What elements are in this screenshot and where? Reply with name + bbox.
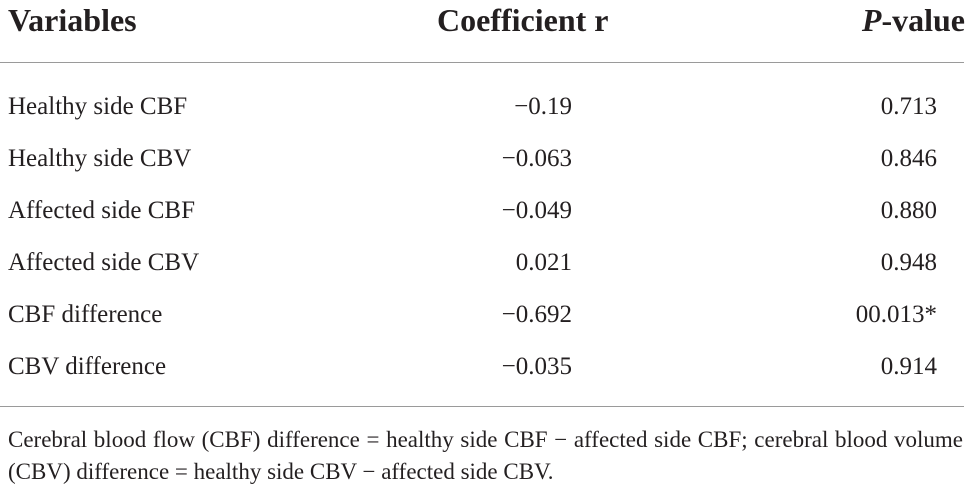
cell-pvalue: 0.880 bbox=[880, 197, 937, 224]
header-pvalue: P-value bbox=[862, 2, 965, 39]
table-row: Affected side CBF −0.049 0.880 bbox=[0, 191, 971, 231]
cell-variable: Affected side CBV bbox=[8, 249, 200, 276]
cell-pvalue: 0.713 bbox=[880, 93, 937, 120]
header-pvalue-rest: -value bbox=[881, 2, 965, 38]
cell-pvalue: 0.846 bbox=[880, 145, 937, 172]
cell-variable: Healthy side CBV bbox=[8, 145, 192, 172]
header-variables: Variables bbox=[8, 2, 137, 38]
cell-pvalue: 0.948 bbox=[880, 249, 937, 276]
table-row: CBV difference −0.035 0.914 bbox=[0, 347, 971, 387]
header-coefficient: Coefficient r bbox=[437, 2, 609, 38]
cell-variable: Healthy side CBF bbox=[8, 93, 188, 120]
table-row: Healthy side CBF −0.19 0.713 bbox=[0, 87, 971, 127]
cell-coefficient: 0.021 bbox=[515, 249, 572, 276]
table-row: CBF difference −0.692 00.013* bbox=[0, 295, 971, 335]
cell-coefficient: −0.19 bbox=[514, 93, 572, 120]
cell-coefficient: −0.049 bbox=[501, 197, 572, 224]
table-footnote: Cerebral blood flow (CBF) difference = h… bbox=[8, 427, 963, 484]
table-header: Variables Coefficient r P-value bbox=[0, 0, 971, 50]
cell-pvalue: 00.013* bbox=[855, 301, 937, 328]
cell-pvalue: 0.914 bbox=[880, 353, 937, 380]
cell-coefficient: −0.063 bbox=[501, 145, 572, 172]
cell-variable: Affected side CBF bbox=[8, 197, 196, 224]
cell-coefficient: −0.035 bbox=[501, 353, 572, 380]
table-row: Affected side CBV 0.021 0.948 bbox=[0, 243, 971, 283]
header-pvalue-p: P bbox=[861, 2, 882, 38]
cell-variable: CBV difference bbox=[8, 353, 167, 380]
cell-coefficient: −0.692 bbox=[501, 301, 572, 328]
cell-variable: CBF difference bbox=[8, 301, 163, 328]
table-row: Healthy side CBV −0.063 0.846 bbox=[0, 139, 971, 179]
header-rule bbox=[0, 62, 964, 63]
footer-rule bbox=[0, 406, 964, 407]
